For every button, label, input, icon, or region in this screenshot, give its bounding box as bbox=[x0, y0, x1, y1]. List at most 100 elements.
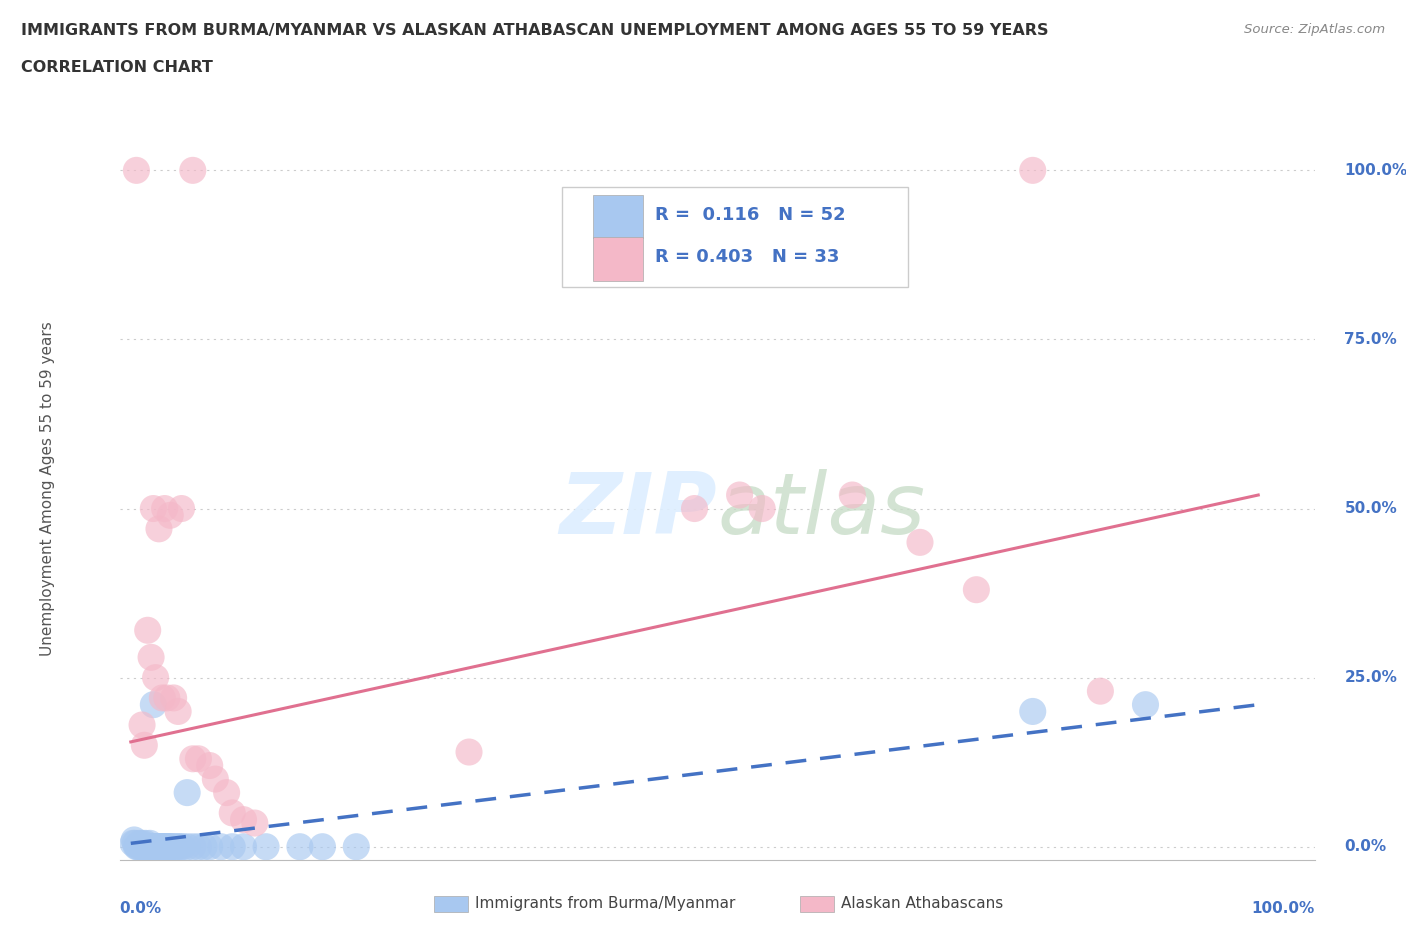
Point bbox=[157, 839, 180, 854]
Point bbox=[156, 690, 179, 705]
Text: R =  0.116   N = 52: R = 0.116 N = 52 bbox=[655, 206, 845, 223]
Point bbox=[221, 805, 243, 820]
Text: 0.0%: 0.0% bbox=[120, 901, 162, 916]
Point bbox=[142, 698, 165, 712]
Point bbox=[122, 832, 145, 847]
Text: 100.0%: 100.0% bbox=[1344, 163, 1406, 178]
Point bbox=[683, 501, 706, 516]
Point bbox=[134, 737, 156, 752]
FancyBboxPatch shape bbox=[593, 237, 643, 281]
Text: CORRELATION CHART: CORRELATION CHART bbox=[21, 60, 212, 75]
Point bbox=[311, 839, 333, 854]
Point bbox=[131, 718, 153, 733]
Point bbox=[232, 839, 254, 854]
Point bbox=[1022, 704, 1045, 719]
Point bbox=[458, 745, 481, 760]
Point bbox=[1135, 698, 1157, 712]
Point bbox=[125, 839, 148, 854]
Point bbox=[288, 839, 311, 854]
Point bbox=[128, 839, 150, 854]
Text: Source: ZipAtlas.com: Source: ZipAtlas.com bbox=[1244, 23, 1385, 36]
Text: Unemployment Among Ages 55 to 59 years: Unemployment Among Ages 55 to 59 years bbox=[41, 321, 55, 656]
Point bbox=[751, 501, 773, 516]
Point bbox=[143, 839, 166, 854]
FancyBboxPatch shape bbox=[593, 194, 643, 238]
Point bbox=[138, 839, 160, 854]
Point bbox=[162, 839, 184, 854]
Text: 25.0%: 25.0% bbox=[1344, 671, 1398, 685]
Point bbox=[344, 839, 367, 854]
Point bbox=[198, 839, 221, 854]
Point bbox=[965, 582, 987, 597]
Point bbox=[146, 839, 169, 854]
Point bbox=[142, 501, 165, 516]
Point bbox=[124, 836, 146, 851]
Point bbox=[167, 839, 190, 854]
Point bbox=[150, 839, 173, 854]
Text: 50.0%: 50.0% bbox=[1344, 501, 1398, 516]
Point bbox=[193, 839, 215, 854]
Point bbox=[169, 839, 191, 854]
Point bbox=[204, 772, 226, 787]
Point bbox=[150, 690, 173, 705]
Point bbox=[176, 839, 198, 854]
Point bbox=[148, 839, 170, 854]
Point bbox=[172, 839, 194, 854]
Point bbox=[139, 650, 162, 665]
Point bbox=[149, 839, 172, 854]
Point bbox=[128, 836, 150, 851]
Point bbox=[187, 751, 209, 766]
Point bbox=[141, 839, 163, 854]
Point bbox=[209, 839, 232, 854]
Point bbox=[181, 839, 204, 854]
Point bbox=[153, 839, 176, 854]
Point bbox=[160, 839, 183, 854]
Point bbox=[198, 758, 221, 773]
Point bbox=[125, 163, 148, 178]
Point bbox=[1090, 684, 1112, 698]
Point bbox=[153, 501, 176, 516]
Text: ZIP: ZIP bbox=[560, 469, 717, 552]
Text: 100.0%: 100.0% bbox=[1251, 901, 1315, 916]
Point bbox=[145, 839, 167, 854]
Point bbox=[1022, 163, 1045, 178]
Point bbox=[136, 623, 159, 638]
Point bbox=[156, 839, 179, 854]
Point bbox=[181, 163, 204, 178]
Point bbox=[728, 487, 751, 502]
Point bbox=[134, 836, 156, 851]
Point bbox=[150, 839, 173, 854]
Point bbox=[908, 535, 931, 550]
Text: atlas: atlas bbox=[717, 469, 925, 552]
Point bbox=[155, 839, 177, 854]
FancyBboxPatch shape bbox=[562, 187, 908, 287]
Point bbox=[131, 836, 153, 851]
Text: IMMIGRANTS FROM BURMA/MYANMAR VS ALASKAN ATHABASCAN UNEMPLOYMENT AMONG AGES 55 T: IMMIGRANTS FROM BURMA/MYANMAR VS ALASKAN… bbox=[21, 23, 1049, 38]
Point bbox=[243, 816, 266, 830]
Point bbox=[221, 839, 243, 854]
Point bbox=[165, 839, 187, 854]
Text: R = 0.403   N = 33: R = 0.403 N = 33 bbox=[655, 248, 839, 266]
Point bbox=[181, 751, 204, 766]
Point bbox=[215, 785, 238, 800]
Point bbox=[132, 839, 155, 854]
Point bbox=[152, 839, 174, 854]
Point bbox=[156, 839, 179, 854]
Point bbox=[135, 839, 157, 854]
Point bbox=[176, 785, 198, 800]
Text: Alaskan Athabascans: Alaskan Athabascans bbox=[841, 897, 1002, 911]
Point bbox=[187, 839, 209, 854]
Point bbox=[136, 839, 159, 854]
Point bbox=[127, 839, 149, 854]
Point bbox=[145, 839, 167, 854]
Point bbox=[134, 839, 156, 854]
Text: 0.0%: 0.0% bbox=[1344, 839, 1386, 855]
Point bbox=[129, 839, 152, 854]
Point bbox=[139, 836, 162, 851]
Point bbox=[167, 704, 190, 719]
Point bbox=[145, 671, 167, 685]
Point bbox=[254, 839, 277, 854]
Point bbox=[159, 839, 181, 854]
Point bbox=[162, 690, 184, 705]
Point bbox=[159, 508, 181, 523]
